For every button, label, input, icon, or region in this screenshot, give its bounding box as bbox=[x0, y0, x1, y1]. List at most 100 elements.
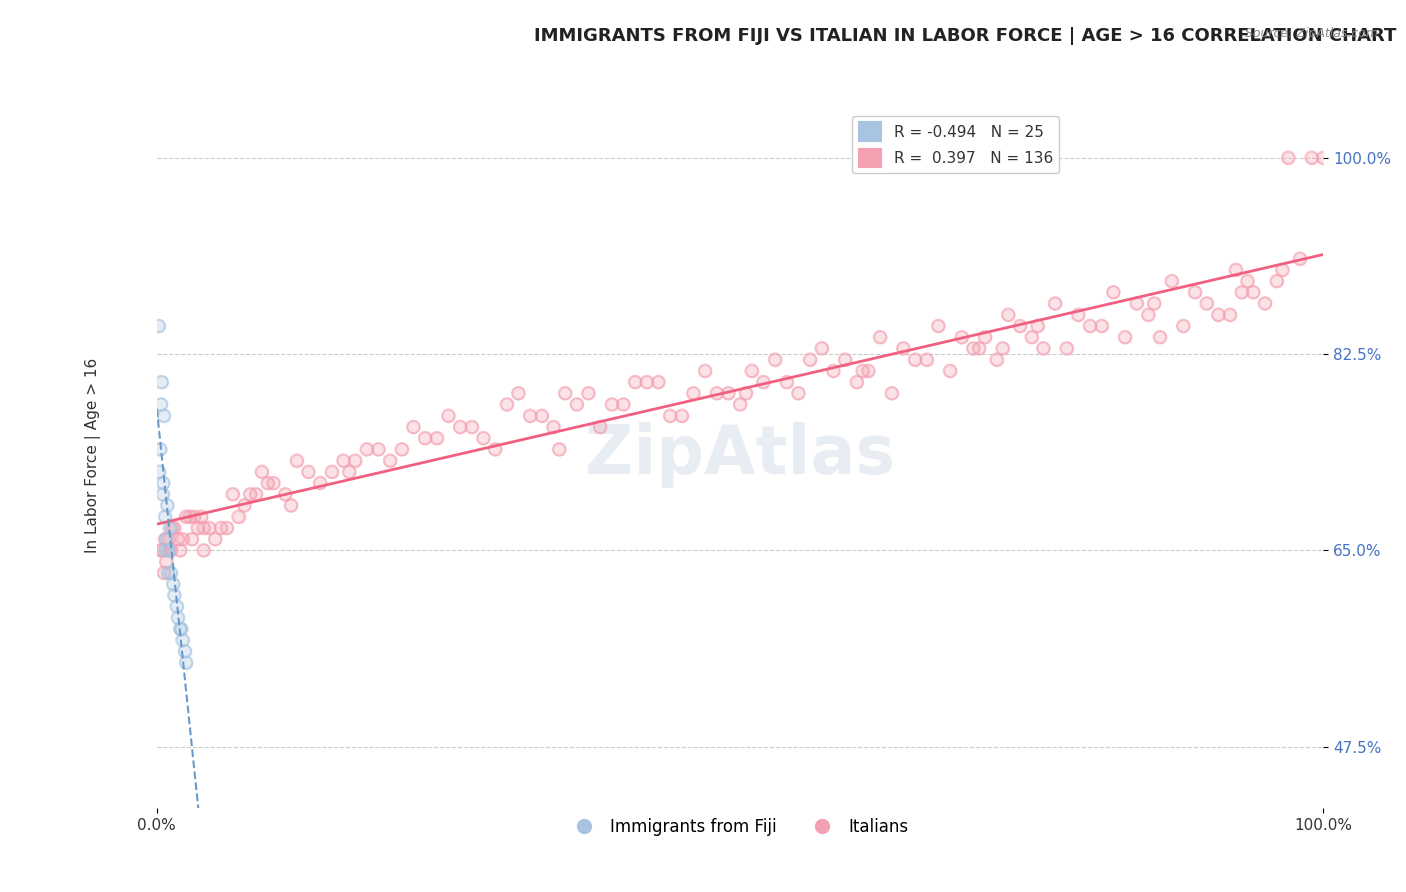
Y-axis label: In Labor Force | Age > 16: In Labor Force | Age > 16 bbox=[86, 358, 101, 553]
Point bbox=[950, 330, 973, 344]
Point bbox=[187, 521, 209, 535]
Point bbox=[337, 465, 360, 479]
Point bbox=[159, 521, 181, 535]
Point bbox=[160, 521, 183, 535]
Point bbox=[173, 644, 195, 658]
Point bbox=[1102, 285, 1125, 300]
Point bbox=[153, 409, 176, 423]
Point bbox=[1236, 274, 1258, 288]
Point bbox=[624, 375, 647, 389]
Point bbox=[204, 532, 226, 546]
Point bbox=[741, 364, 763, 378]
Point bbox=[1056, 342, 1078, 356]
Point bbox=[166, 599, 188, 614]
Point bbox=[1026, 318, 1049, 333]
Point bbox=[169, 622, 191, 636]
Point bbox=[209, 521, 232, 535]
Point bbox=[869, 330, 891, 344]
Point bbox=[187, 521, 209, 535]
Point bbox=[904, 352, 927, 367]
Point bbox=[274, 487, 297, 501]
Point bbox=[845, 375, 868, 389]
Point bbox=[647, 375, 669, 389]
Point bbox=[149, 442, 172, 457]
Point bbox=[543, 420, 565, 434]
Point bbox=[589, 420, 612, 434]
Point bbox=[157, 543, 180, 558]
Point bbox=[449, 420, 471, 434]
Point bbox=[152, 487, 174, 501]
Point bbox=[706, 386, 728, 401]
Point bbox=[1271, 263, 1294, 277]
Point bbox=[1043, 296, 1066, 310]
Point bbox=[1067, 308, 1090, 322]
Point bbox=[939, 364, 962, 378]
Point bbox=[1219, 308, 1241, 322]
Point bbox=[1143, 296, 1166, 310]
Point bbox=[991, 342, 1014, 356]
Point bbox=[548, 442, 571, 457]
Point bbox=[1125, 296, 1147, 310]
Point bbox=[578, 386, 600, 401]
Point bbox=[155, 543, 177, 558]
Point bbox=[554, 386, 576, 401]
Point bbox=[1021, 330, 1043, 344]
Point bbox=[810, 342, 832, 356]
Point bbox=[636, 375, 658, 389]
Point bbox=[565, 397, 588, 411]
Point bbox=[834, 352, 856, 367]
Point bbox=[1265, 274, 1288, 288]
Point bbox=[321, 465, 343, 479]
Point bbox=[893, 342, 915, 356]
Point bbox=[156, 566, 179, 580]
Point bbox=[153, 566, 176, 580]
Point bbox=[962, 342, 984, 356]
Point bbox=[548, 442, 571, 457]
Point bbox=[682, 386, 704, 401]
Point bbox=[157, 543, 180, 558]
Point bbox=[437, 409, 460, 423]
Point bbox=[1301, 151, 1323, 165]
Point bbox=[1032, 342, 1054, 356]
Point bbox=[939, 364, 962, 378]
Point bbox=[155, 555, 177, 569]
Point bbox=[1241, 285, 1264, 300]
Point bbox=[160, 543, 183, 558]
Point bbox=[1160, 274, 1182, 288]
Point bbox=[215, 521, 238, 535]
Point bbox=[426, 431, 449, 445]
Point bbox=[1008, 318, 1031, 333]
Point bbox=[245, 487, 267, 501]
Point bbox=[172, 532, 194, 546]
Point bbox=[717, 386, 740, 401]
Point bbox=[233, 499, 256, 513]
Point bbox=[682, 386, 704, 401]
Point bbox=[461, 420, 484, 434]
Point bbox=[367, 442, 389, 457]
Point bbox=[149, 442, 172, 457]
Point bbox=[155, 532, 177, 546]
Point bbox=[927, 318, 949, 333]
Point bbox=[449, 420, 471, 434]
Point bbox=[763, 352, 786, 367]
Point bbox=[179, 509, 201, 524]
Point bbox=[166, 532, 188, 546]
Point bbox=[1241, 285, 1264, 300]
Point bbox=[1137, 308, 1160, 322]
Point bbox=[152, 487, 174, 501]
Point bbox=[495, 397, 517, 411]
Point bbox=[156, 499, 179, 513]
Point bbox=[600, 397, 623, 411]
Point bbox=[530, 409, 553, 423]
Point bbox=[280, 499, 302, 513]
Point bbox=[163, 521, 186, 535]
Point bbox=[250, 465, 273, 479]
Point bbox=[1043, 296, 1066, 310]
Point bbox=[1254, 296, 1277, 310]
Point bbox=[160, 543, 183, 558]
Point bbox=[904, 352, 927, 367]
Point bbox=[250, 465, 273, 479]
Point bbox=[1026, 318, 1049, 333]
Text: ZipAtlas: ZipAtlas bbox=[585, 422, 896, 488]
Point bbox=[1289, 252, 1312, 266]
